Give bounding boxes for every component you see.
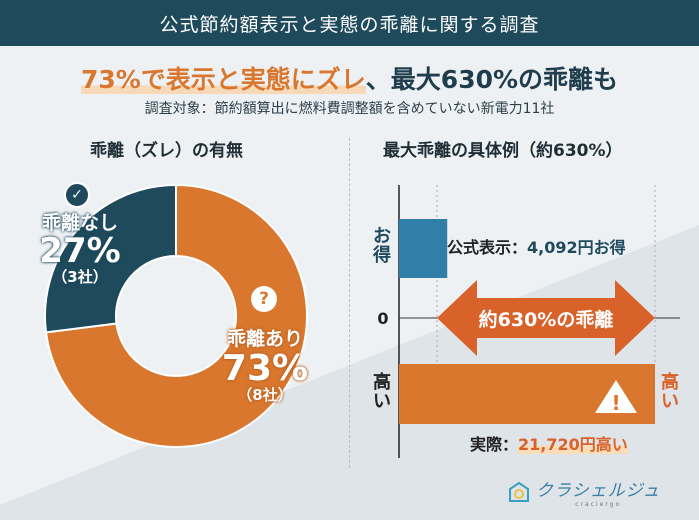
- bar-official: [399, 219, 448, 278]
- logo-subtext: craciergo: [575, 501, 622, 508]
- warning-icon: !: [595, 380, 637, 415]
- axis-label-negative: 高い: [373, 372, 391, 412]
- slice-count-yes: （8社）: [237, 385, 293, 404]
- official-value: 4,092円お得: [527, 238, 626, 257]
- slice-label-none: 乖離なし: [41, 212, 118, 234]
- donut-slice-0: [44, 183, 308, 448]
- svg-text:!: !: [611, 391, 620, 415]
- slice-percent-yes: 73%: [221, 347, 309, 389]
- donut-title: 乖離（ズレ）の有無: [90, 141, 243, 161]
- official-prefix: 公式表示：: [447, 238, 528, 257]
- gap-annotation: 約630%の乖離: [479, 308, 614, 331]
- logo-icon: [509, 481, 529, 502]
- logo: クラシェルジュ craciergo: [508, 476, 660, 508]
- slice-label-yes: 乖離あり: [226, 328, 303, 350]
- question-bubble-icon: ?: [251, 286, 277, 312]
- divider: [349, 138, 350, 468]
- headline: 73%で表示と実態にズレ、最大630%の乖離も: [0, 60, 699, 96]
- bar-end-label: 高い: [661, 372, 679, 412]
- bar-chart: 約630%の乖離 ! 0: [377, 185, 680, 458]
- headline-highlight: 73%で表示と実態にズレ: [80, 65, 366, 94]
- slice-percent-none: 27%: [39, 230, 121, 271]
- actual-prefix: 実際：: [470, 435, 519, 454]
- donut-chart: [44, 183, 308, 448]
- subtitle: 調査対象：節約額算出に燃料費調整額を含めていない新電力11社: [144, 101, 555, 117]
- headline-rest: 、最大630%の乖離も: [365, 65, 619, 94]
- actual-value: 21,720円高い: [518, 435, 628, 454]
- double-arrow: [437, 280, 655, 356]
- logo-text: クラシェルジュ: [536, 481, 661, 501]
- axis-label-positive: お得: [373, 226, 391, 266]
- page-title: 公式節約額表示と実態の乖離に関する調査: [0, 0, 699, 46]
- check-circle-icon: ✓: [64, 182, 90, 208]
- slice-count-none: （3社）: [52, 267, 108, 286]
- donut-slice-1: [44, 183, 177, 334]
- bar-title: 最大乖離の具体例（約630%）: [383, 141, 623, 161]
- zero-label: 0: [377, 309, 388, 328]
